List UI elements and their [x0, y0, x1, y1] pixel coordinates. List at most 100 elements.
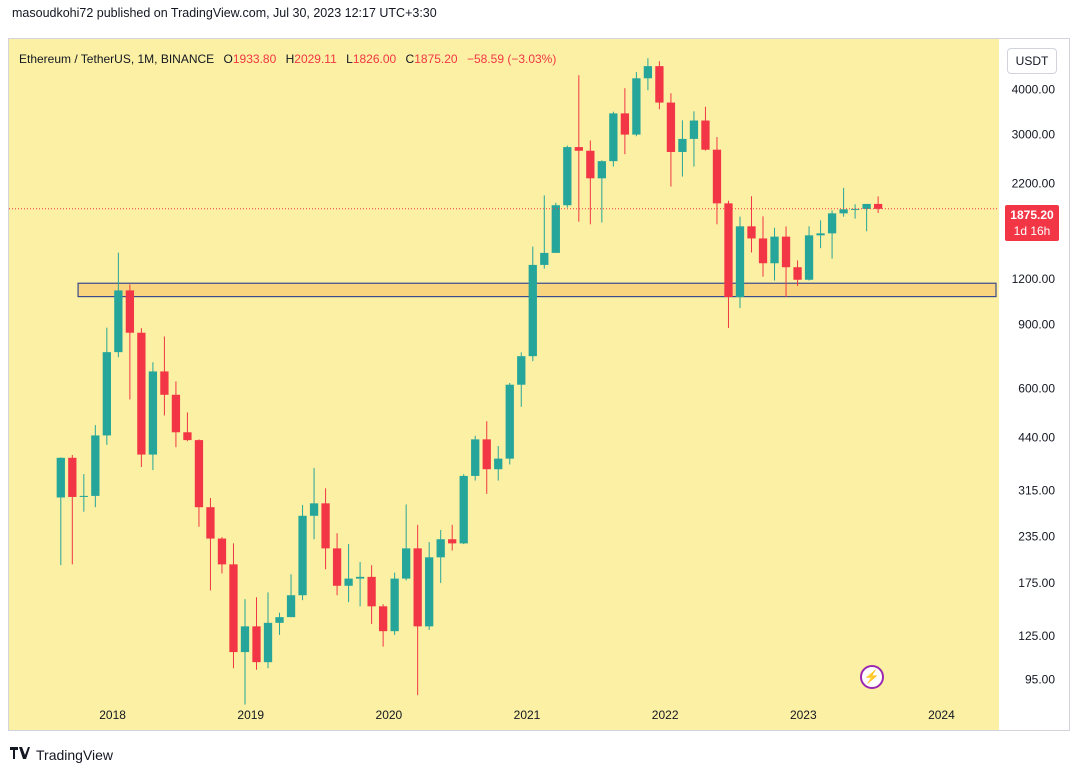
- candle-body: [91, 435, 100, 496]
- candle-body: [240, 626, 250, 653]
- candle-body: [378, 606, 388, 632]
- y-tick-label: 900.00: [1018, 318, 1055, 332]
- close-label: C: [405, 52, 415, 66]
- candle-body: [321, 503, 330, 549]
- candle-body: [609, 113, 618, 162]
- price-chart[interactable]: 4000.00 3000.00 2200.00 1200.00 900.00 600.00…: [9, 39, 1070, 731]
- candle-body: [770, 236, 779, 264]
- candle-body: [309, 503, 319, 516]
- change-value: −58.59 (−3.03%): [466, 52, 557, 66]
- x-tick-label: 2024: [928, 708, 955, 722]
- candle-body: [735, 226, 745, 298]
- candle-body: [793, 267, 802, 280]
- footer: TradingView: [10, 746, 113, 764]
- candle-body: [655, 66, 664, 103]
- lightning-icon[interactable]: ⚡: [860, 665, 884, 689]
- y-tick-label: 3000.00: [1012, 128, 1056, 142]
- x-tick-label: 2020: [376, 708, 403, 722]
- candle-body: [528, 264, 537, 357]
- candle-body: [286, 595, 296, 618]
- low-label: L: [346, 52, 353, 66]
- candle-body: [68, 457, 77, 497]
- candle-body: [747, 226, 756, 239]
- candle-body: [678, 138, 687, 152]
- candle-body: [701, 120, 710, 150]
- tradingview-logo-icon[interactable]: [10, 746, 30, 764]
- candle-body: [183, 432, 192, 441]
- candle-body: [114, 290, 123, 353]
- y-tick-label: 125.00: [1018, 629, 1055, 643]
- chart-frame: 4000.00 3000.00 2200.00 1200.00 900.00 600.00…: [8, 38, 1070, 731]
- candle-body: [125, 290, 135, 333]
- candle-body: [298, 515, 307, 596]
- candle-body: [79, 495, 88, 497]
- candle-body: [724, 203, 733, 298]
- candle-body: [666, 102, 676, 152]
- currency-button[interactable]: USDT: [1007, 48, 1057, 74]
- close-value: 1875.20: [414, 52, 458, 66]
- candle-body: [332, 548, 342, 586]
- candle-body: [586, 150, 595, 179]
- candle-body: [171, 394, 181, 433]
- candle-body: [850, 208, 860, 210]
- plot-background: [9, 39, 999, 697]
- y-tick-label: 2200.00: [1012, 177, 1056, 191]
- candle-body: [436, 539, 445, 558]
- candle-body: [355, 576, 365, 579]
- candle-body: [540, 252, 549, 265]
- last-price-label: 1875.20 1d 16h: [1005, 205, 1059, 241]
- candle-body: [862, 203, 871, 209]
- candle-body: [563, 147, 572, 206]
- candle-body: [160, 371, 169, 395]
- candle-body: [632, 78, 641, 135]
- y-tick-label: 315.00: [1018, 483, 1055, 497]
- candle-body: [574, 147, 583, 151]
- candle-body: [344, 578, 353, 586]
- candle-body: [689, 120, 699, 139]
- x-tick-label: 2022: [652, 708, 679, 722]
- candle-body: [102, 352, 111, 436]
- y-tick-label: 95.00: [1025, 672, 1055, 686]
- x-tick-label: 2019: [237, 708, 264, 722]
- y-tick-label: 175.00: [1018, 576, 1055, 590]
- candle-body: [873, 203, 883, 209]
- candle-body: [56, 457, 65, 498]
- x-tick-label: 2023: [790, 708, 817, 722]
- brand-name[interactable]: TradingView: [36, 747, 114, 763]
- y-tick-label: 1200.00: [1012, 272, 1056, 286]
- candle-body: [413, 548, 422, 627]
- candle-countdown: 1d 16h: [1013, 224, 1051, 238]
- candle-body: [494, 458, 503, 470]
- candle-body: [471, 439, 480, 476]
- y-tick-label: 600.00: [1018, 382, 1055, 396]
- candle-body: [194, 440, 204, 508]
- support-zone: [77, 282, 997, 298]
- candle-body: [517, 356, 526, 385]
- candle-body: [827, 213, 837, 234]
- symbol-legend: Ethereum / TetherUS, 1M, BINANCE O1933.8…: [19, 52, 556, 66]
- candle-body: [781, 236, 791, 268]
- low-value: 1826.00: [352, 52, 397, 66]
- candle-body: [448, 539, 457, 544]
- candle-body: [275, 617, 284, 623]
- candle-body: [620, 113, 630, 135]
- high-value: 2029.11: [294, 52, 337, 66]
- symbol-name[interactable]: Ethereum / TetherUS, 1M, BINANCE: [19, 52, 215, 66]
- y-tick-label: 440.00: [1018, 431, 1055, 445]
- x-tick-label: 2021: [514, 708, 541, 722]
- y-tick-label: 235.00: [1018, 530, 1055, 544]
- high-label: H: [285, 52, 295, 66]
- open-label: O: [223, 52, 233, 66]
- candle-body: [459, 475, 468, 544]
- candle-body: [217, 538, 227, 565]
- candle-body: [816, 233, 825, 236]
- x-tick-label: 2018: [99, 708, 126, 722]
- candle-body: [712, 149, 722, 204]
- candle-body: [263, 622, 273, 663]
- open-value: 1933.80: [232, 52, 277, 66]
- candle-body: [597, 161, 606, 179]
- candle-body: [402, 548, 411, 579]
- candle-body: [482, 439, 491, 470]
- candle-body: [551, 205, 560, 253]
- candle-body: [839, 209, 848, 214]
